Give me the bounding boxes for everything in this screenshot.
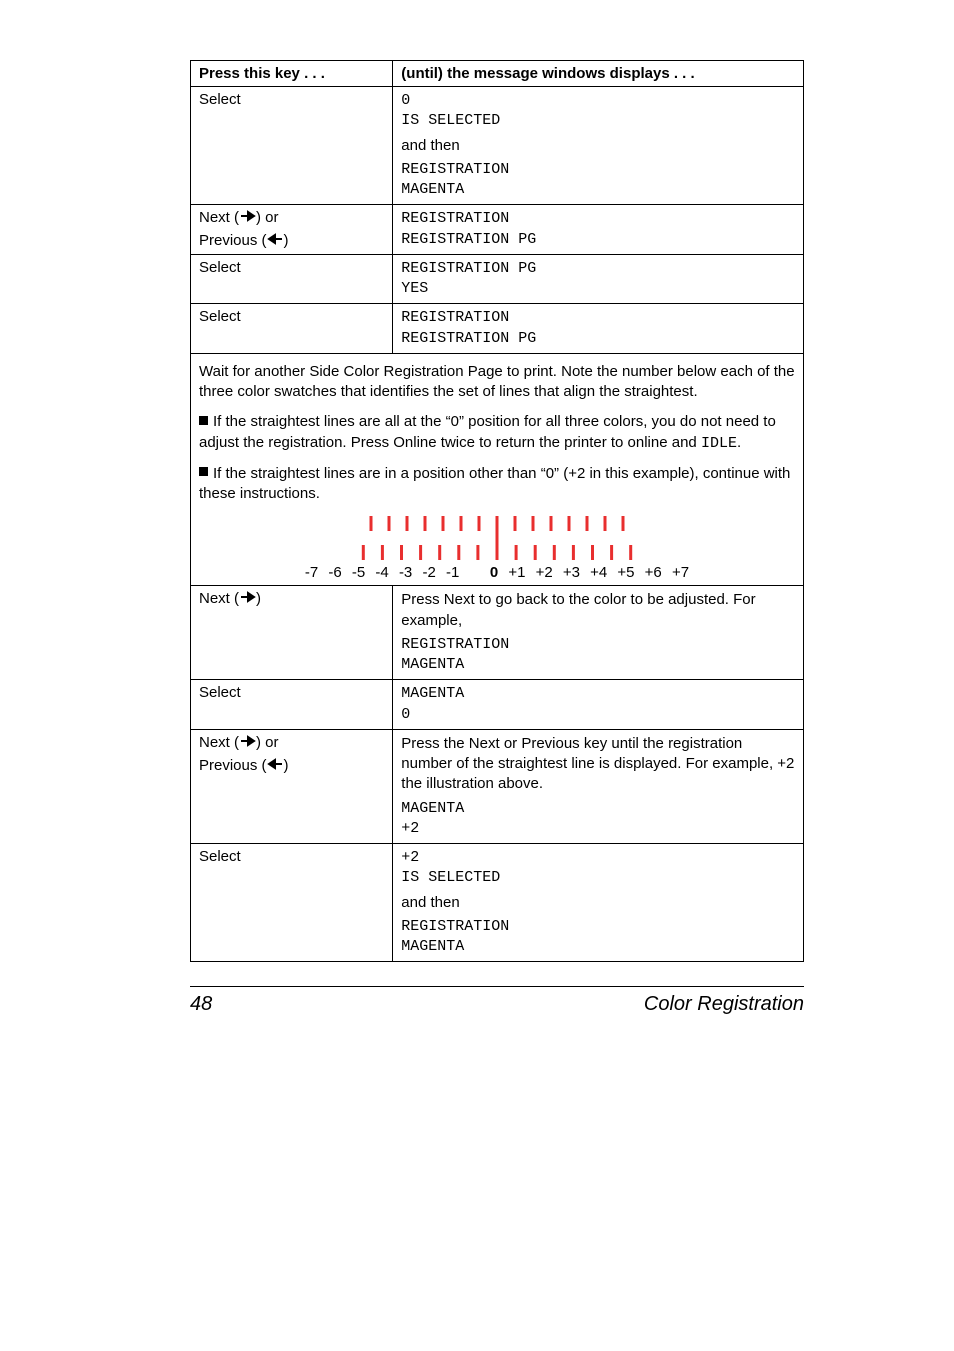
display-mono: MAGENTA 0	[401, 684, 795, 725]
display-mono: +2 IS SELECTED	[401, 848, 795, 889]
key-cell: Select	[191, 680, 393, 730]
display-cell: REGISTRATION REGISTRATION PG	[393, 304, 804, 354]
previous-arrow-icon	[267, 233, 284, 245]
mid-p2: If the straightest lines are all at the …	[199, 412, 795, 454]
header-col1: Press this key . . .	[191, 61, 393, 87]
display-cell: MAGENTA 0	[393, 680, 804, 730]
registration-ticks-icon	[347, 514, 647, 562]
key-cell: Select	[191, 254, 393, 304]
header-col2: (until) the message windows displays . .…	[393, 61, 804, 87]
key-cell: Select	[191, 304, 393, 354]
table-row: Select 0 IS SELECTED and then REGISTRATI…	[191, 87, 804, 205]
next-arrow-icon	[239, 735, 256, 747]
display-cell: +2 IS SELECTED and then REGISTRATION MAG…	[393, 844, 804, 962]
display-mono: REGISTRATION MAGENTA	[401, 917, 795, 958]
table-row: Next () or Previous () REGISTRATION REGI…	[191, 205, 804, 255]
bullet-square-icon	[199, 416, 208, 425]
display-cell: REGISTRATION REGISTRATION PG	[393, 205, 804, 255]
table-row: Select REGISTRATION REGISTRATION PG	[191, 304, 804, 354]
chart-scale-label: -7 -6 -5 -4 -3 -2 -1 0 +1 +2 +3 +4 +5 +6…	[305, 564, 689, 581]
page-number: 48	[190, 993, 212, 1016]
table-row: Select REGISTRATION PG YES	[191, 254, 804, 304]
registration-chart: -7 -6 -5 -4 -3 -2 -1 0 +1 +2 +3 +4 +5 +6…	[199, 514, 795, 581]
mid-p3: If the straightest lines are in a positi…	[199, 464, 795, 505]
display-mono: REGISTRATION MAGENTA	[401, 635, 795, 676]
mid-p1: Wait for another Side Color Registration…	[199, 362, 795, 403]
display-body: and then	[401, 136, 795, 156]
display-mono: REGISTRATION PG YES	[401, 259, 795, 300]
next-arrow-icon	[239, 591, 256, 603]
display-cell: Press the Next or Previous key until the…	[393, 729, 804, 843]
mid-block-cell: Wait for another Side Color Registration…	[191, 353, 804, 586]
key-cell: Select	[191, 87, 393, 205]
display-body: Press the Next or Previous key until the…	[401, 734, 795, 795]
display-mono: 0 IS SELECTED	[401, 91, 795, 132]
mid-block-row: Wait for another Side Color Registration…	[191, 353, 804, 586]
next-arrow-icon	[239, 210, 256, 222]
bullet-square-icon	[199, 467, 208, 476]
instruction-table: Press this key . . . (until) the message…	[190, 60, 804, 962]
display-body: Press Next to go back to the color to be…	[401, 590, 795, 631]
display-cell: Press Next to go back to the color to be…	[393, 586, 804, 680]
key-cell: Select	[191, 844, 393, 962]
display-cell: 0 IS SELECTED and then REGISTRATION MAGE…	[393, 87, 804, 205]
key-cell: Next ()	[191, 586, 393, 680]
table-row: Select MAGENTA 0	[191, 680, 804, 730]
display-cell: REGISTRATION PG YES	[393, 254, 804, 304]
page-footer: 48 Color Registration	[190, 986, 804, 1016]
display-mono: REGISTRATION REGISTRATION PG	[401, 308, 795, 349]
display-mono: REGISTRATION REGISTRATION PG	[401, 209, 795, 250]
key-cell: Next () or Previous ()	[191, 729, 393, 843]
previous-arrow-icon	[267, 758, 284, 770]
footer-title: Color Registration	[644, 993, 804, 1016]
display-mono: REGISTRATION MAGENTA	[401, 160, 795, 201]
display-mono: MAGENTA +2	[401, 799, 795, 840]
table-row: Next () or Previous () Press the Next or…	[191, 729, 804, 843]
key-cell: Next () or Previous ()	[191, 205, 393, 255]
display-body: and then	[401, 893, 795, 913]
table-row: Next () Press Next to go back to the col…	[191, 586, 804, 680]
table-row: Select +2 IS SELECTED and then REGISTRAT…	[191, 844, 804, 962]
